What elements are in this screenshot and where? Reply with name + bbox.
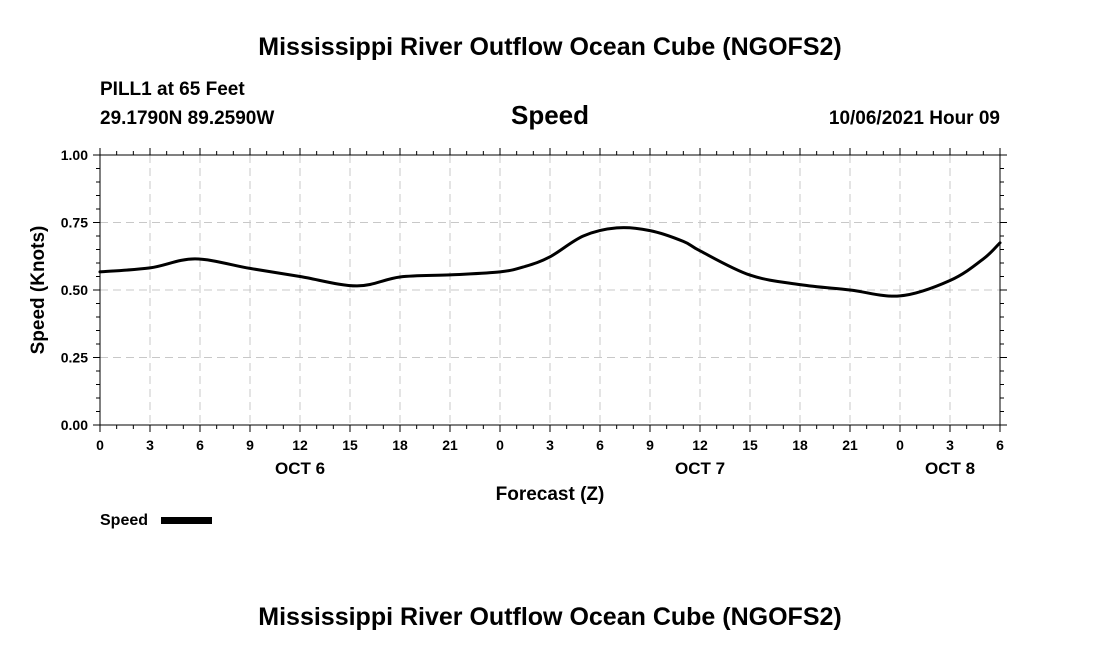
footer-title: Mississippi River Outflow Ocean Cube (NG… [258, 603, 841, 631]
axes: 0 3 6 9 12 15 18 21 0 3 6 9 12 15 18 21 0 3 6 OCT 6 OCT 7 OCT… [61, 147, 1007, 478]
series-line-speed [98, 226, 1002, 298]
legend: Speed [100, 512, 212, 529]
chart-title: Speed [511, 100, 589, 130]
x-tick-label: 3 [546, 437, 554, 453]
y-tick-label: 0.50 [61, 282, 88, 298]
x-tick-label: 21 [842, 437, 858, 453]
y-tick-label: 0.75 [61, 215, 88, 231]
day-label: OCT 6 [275, 459, 325, 478]
grid [100, 155, 1000, 425]
x-tick-label: 9 [246, 437, 254, 453]
x-tick-label: 3 [946, 437, 954, 453]
x-tick-label: 6 [196, 437, 204, 453]
x-tick-label: 18 [792, 437, 808, 453]
x-tick-label: 12 [292, 437, 308, 453]
y-axis-label: Speed (Knots) [28, 226, 49, 355]
x-tick-label: 0 [96, 437, 104, 453]
legend-label: Speed [100, 512, 148, 529]
x-tick-label: 18 [392, 437, 408, 453]
station-label: PILL1 at 65 Feet [100, 79, 245, 100]
x-tick-label: 3 [146, 437, 154, 453]
station-coords: 29.1790N 89.2590W [100, 108, 274, 129]
x-tick-label: 9 [646, 437, 654, 453]
x-tick-label: 21 [442, 437, 458, 453]
forecast-datetime: 10/06/2021 Hour 09 [829, 108, 1000, 129]
x-tick-label: 15 [742, 437, 758, 453]
day-label: OCT 7 [675, 459, 725, 478]
x-tick-label: 0 [896, 437, 904, 453]
series-layer [98, 226, 1002, 298]
day-label: OCT 8 [925, 459, 975, 478]
y-tick-label: 1.00 [61, 147, 88, 163]
y-tick-label: 0.00 [61, 417, 88, 433]
page-title: Mississippi River Outflow Ocean Cube (NG… [258, 33, 841, 61]
x-tick-label: 15 [342, 437, 358, 453]
x-tick-label: 0 [496, 437, 504, 453]
x-tick-label: 6 [996, 437, 1004, 453]
x-tick-label: 12 [692, 437, 708, 453]
x-axis-label: Forecast (Z) [496, 484, 605, 505]
y-tick-label: 0.25 [61, 350, 88, 366]
x-tick-label: 6 [596, 437, 604, 453]
